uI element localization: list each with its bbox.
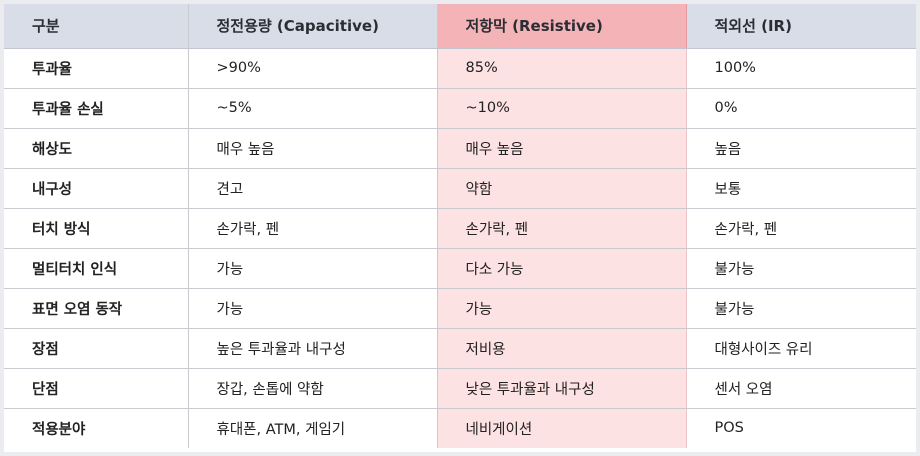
cell-infrared: 센서 오염	[686, 368, 916, 409]
cell-resistive: 다소 가능	[436, 248, 687, 289]
table-row: 표면 오염 동작 가능 가능 불가능	[4, 288, 916, 329]
table-row: 투과율 손실 ~5% ~10% 0%	[4, 88, 916, 129]
row-label: 터치 방식	[4, 208, 189, 249]
row-label: 단점	[4, 368, 189, 409]
cell-infrared: POS	[714, 420, 744, 437]
row-label: 표면 오염 동작	[4, 288, 189, 329]
cell-infrared: 대형사이즈 유리	[686, 328, 916, 369]
cell-capacitive: >90%	[188, 48, 438, 89]
header-infrared: 적외선 (IR)	[686, 4, 916, 49]
table-row: 내구성 견고 약함 보통	[4, 168, 916, 209]
table-row: 장점 높은 투과율과 내구성 저비용 대형사이즈 유리	[4, 328, 916, 369]
cell-infrared: 불가능	[686, 288, 916, 329]
cell-capacitive: ~5%	[188, 88, 438, 129]
cell-resistive: 가능	[436, 288, 687, 329]
cell-capacitive: 매우 높음	[188, 128, 438, 169]
cell-infrared: 불가능	[686, 248, 916, 289]
cell-capacitive: 가능	[188, 288, 438, 329]
cell-infrared: 100%	[686, 48, 916, 89]
cell-resistive: 85%	[436, 48, 687, 89]
cell-resistive: 손가락, 펜	[436, 208, 687, 249]
comparison-table-container: 구분 정전용량 (Capacitive) 저항막 (Resistive) 적외선…	[4, 4, 916, 452]
header-category: 구분	[4, 4, 189, 49]
cell-resistive: 매우 높음	[436, 128, 687, 169]
header-row: 구분 정전용량 (Capacitive) 저항막 (Resistive) 적외선…	[4, 4, 916, 49]
table-row: 해상도 매우 높음 매우 높음 높음	[4, 128, 916, 169]
table-row: 투과율 >90% 85% 100%	[4, 48, 916, 89]
row-label: 장점	[4, 328, 189, 369]
row-label: 투과율 손실	[4, 88, 189, 129]
cell-infrared: 손가락, 펜	[686, 208, 916, 249]
header-resistive: 저항막 (Resistive)	[436, 4, 687, 49]
cell-resistive: ~10%	[436, 88, 687, 129]
row-label: 해상도	[4, 128, 189, 169]
cell-infrared: 높음	[686, 128, 916, 169]
cell-capacitive: 높은 투과율과 내구성	[188, 328, 438, 369]
row-label: 적용분야	[4, 408, 189, 448]
table-row: 단점 장갑, 손톱에 약함 낮은 투과율과 내구성 센서 오염	[4, 368, 916, 409]
cell-resistive: 낮은 투과율과 내구성	[436, 368, 687, 409]
cell-capacitive: 견고	[188, 168, 438, 209]
table-row: 터치 방식 손가락, 펜 손가락, 펜 손가락, 펜	[4, 208, 916, 249]
touch-technology-comparison-table: 구분 정전용량 (Capacitive) 저항막 (Resistive) 적외선…	[4, 4, 916, 448]
cell-capacitive: 장갑, 손톱에 약함	[188, 368, 438, 409]
header-capacitive: 정전용량 (Capacitive)	[188, 4, 438, 49]
cell-capacitive: 가능	[188, 248, 438, 289]
cell-infrared: 보통	[686, 168, 916, 209]
cell-resistive: 저비용	[436, 328, 687, 369]
cell-resistive: 약함	[436, 168, 687, 209]
table-row: 적용분야 휴대폰, ATM, 게임기 네비게이션 POS	[4, 408, 916, 448]
table-row: 멀티터치 인식 가능 다소 가능 불가능	[4, 248, 916, 289]
row-label: 투과율	[4, 48, 189, 89]
cell-capacitive: 휴대폰, ATM, 게임기	[188, 408, 438, 448]
row-label: 내구성	[4, 168, 189, 209]
cell-resistive: 네비게이션	[436, 408, 687, 448]
cell-capacitive: 손가락, 펜	[188, 208, 438, 249]
row-label: 멀티터치 인식	[4, 248, 189, 289]
cell-infrared: 0%	[686, 88, 916, 129]
